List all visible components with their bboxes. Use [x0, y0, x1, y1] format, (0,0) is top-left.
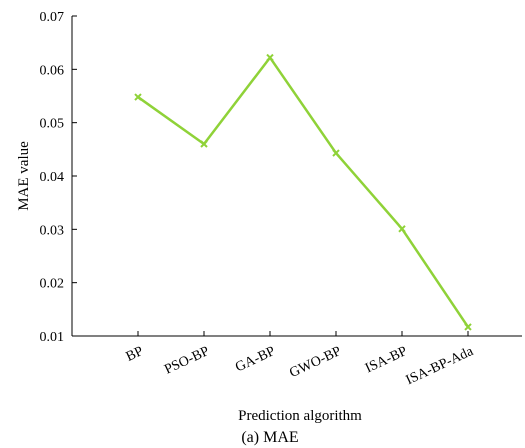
- data-point-marker: [134, 93, 142, 101]
- x-tick-label: ISA-BP-Ada: [404, 344, 477, 388]
- series-mae: [134, 53, 472, 331]
- y-tick-label: 0.06: [40, 63, 65, 78]
- data-point-marker: [200, 140, 208, 148]
- y-tick-label: 0.03: [40, 223, 65, 238]
- axes: [71, 16, 522, 337]
- figure-caption: (a) MAE: [241, 429, 298, 446]
- data-point-marker: [464, 323, 472, 331]
- x-tick-label: BP: [124, 344, 146, 365]
- y-ticks: 0.01 0.02 0.03 0.04 0.05 0.06 0.07: [40, 10, 77, 345]
- y-tick-label: 0.05: [40, 117, 65, 132]
- series-line: [137, 56, 470, 328]
- x-axis-title: Prediction algorithm: [238, 408, 362, 424]
- y-tick-label: 0.07: [40, 10, 65, 25]
- data-point-marker: [266, 53, 274, 62]
- x-tick-label: ISA-BP: [363, 344, 410, 376]
- data-point-marker: [398, 225, 406, 233]
- y-tick-label: 0.01: [40, 330, 65, 345]
- x-tick-label: GA-BP: [233, 344, 278, 375]
- x-tick-label: PSO-BP: [162, 344, 212, 378]
- y-tick-label: 0.02: [40, 277, 65, 292]
- y-tick-label: 0.04: [40, 170, 65, 185]
- y-axis-title: MAE value: [16, 141, 32, 211]
- x-tick-label: GWO-BP: [287, 344, 344, 381]
- data-point-marker: [332, 149, 340, 157]
